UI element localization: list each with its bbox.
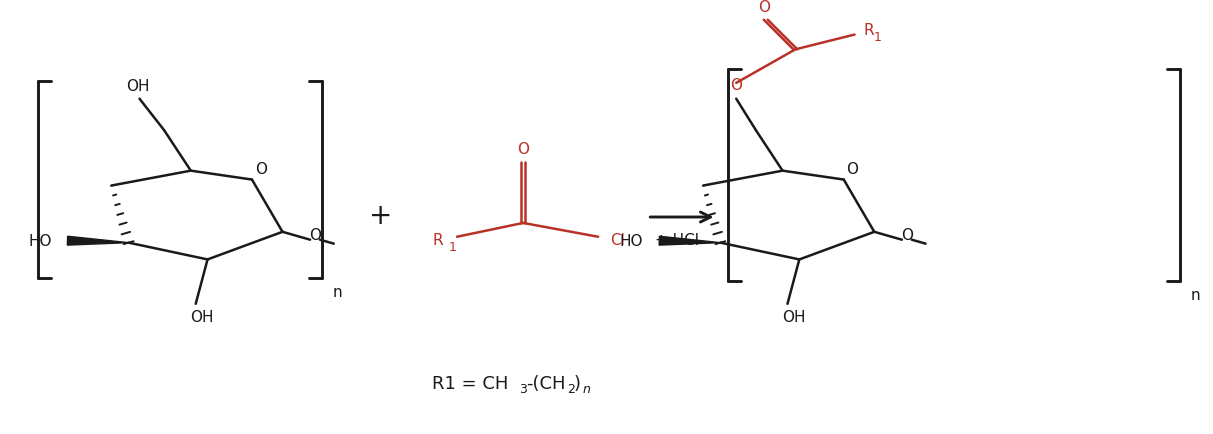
Text: 3: 3 (519, 382, 528, 395)
Text: O: O (730, 78, 742, 93)
Text: HO: HO (28, 233, 52, 249)
Text: + HCl: + HCl (655, 233, 699, 248)
Text: R: R (433, 233, 443, 248)
Text: -(CH: -(CH (526, 374, 565, 392)
Text: 1: 1 (873, 31, 881, 44)
Text: O: O (517, 142, 529, 157)
Text: O: O (309, 228, 321, 243)
Text: OH: OH (781, 309, 805, 324)
Text: 2: 2 (568, 382, 575, 395)
Polygon shape (659, 237, 721, 246)
Text: O: O (758, 0, 770, 15)
Text: n: n (1191, 288, 1201, 303)
Text: OH: OH (126, 79, 149, 94)
Text: Cl: Cl (610, 233, 625, 248)
Text: n: n (332, 285, 342, 300)
Text: n: n (582, 382, 591, 395)
Text: +: + (370, 201, 393, 230)
Text: O: O (255, 162, 267, 177)
Text: O: O (847, 162, 859, 177)
Text: OH: OH (190, 309, 213, 324)
Text: R: R (864, 23, 873, 38)
Text: 1: 1 (449, 240, 456, 253)
Text: R1 = CH: R1 = CH (432, 374, 508, 392)
Text: O: O (901, 228, 913, 243)
Polygon shape (68, 237, 129, 246)
Text: ): ) (574, 374, 581, 392)
Text: HO: HO (620, 233, 643, 249)
